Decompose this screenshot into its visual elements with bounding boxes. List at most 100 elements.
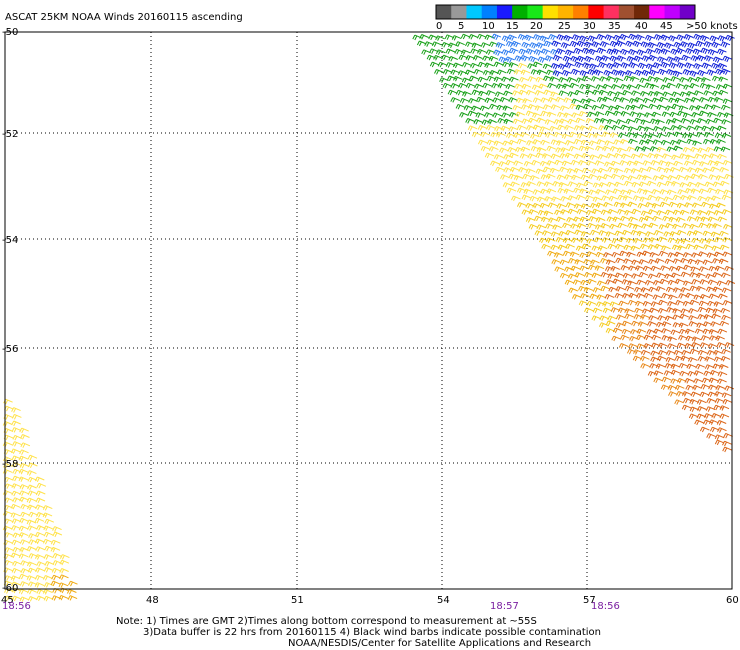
wind-barb xyxy=(486,124,496,131)
wind-barb xyxy=(647,273,658,279)
wind-barb xyxy=(654,258,665,264)
wind-barb xyxy=(521,41,531,49)
wind-barb xyxy=(550,139,561,145)
wind-barb xyxy=(597,245,608,251)
wind-barb xyxy=(633,238,643,244)
wind-barb xyxy=(678,166,689,173)
wind-barb xyxy=(712,308,723,314)
wind-barb xyxy=(34,531,45,538)
wind-barb xyxy=(494,91,505,97)
wind-barb xyxy=(600,257,610,264)
wind-barb xyxy=(555,216,566,223)
wind-barb xyxy=(50,546,61,553)
wind-barb xyxy=(716,125,727,132)
wind-barb xyxy=(651,334,662,341)
wind-barb xyxy=(647,370,658,377)
wind-barb xyxy=(603,252,613,258)
wind-barb xyxy=(714,391,724,397)
wind-barb xyxy=(702,230,713,237)
wind-barb xyxy=(709,335,719,341)
wind-barb xyxy=(722,159,733,166)
wind-barb xyxy=(562,55,573,63)
wind-barb xyxy=(419,34,429,40)
wind-barb xyxy=(714,160,724,167)
wind-barb xyxy=(554,266,564,272)
wind-barb xyxy=(685,292,695,299)
wind-barb xyxy=(716,280,727,287)
wind-barb xyxy=(610,265,620,272)
wind-barb xyxy=(642,189,653,195)
wind-barb xyxy=(635,34,645,41)
wind-barb xyxy=(614,104,625,111)
wind-barb xyxy=(620,48,630,56)
wind-barbs xyxy=(2,33,736,602)
wind-barb xyxy=(559,166,569,173)
wind-barb xyxy=(670,369,681,376)
wind-barb xyxy=(546,145,556,152)
wind-barb xyxy=(685,243,696,250)
wind-barb xyxy=(691,237,701,244)
wind-barb xyxy=(625,118,636,125)
wind-barb xyxy=(703,419,713,426)
wind-barb xyxy=(692,230,703,236)
wind-barb xyxy=(604,266,615,272)
wind-barb xyxy=(636,174,646,180)
wind-barb xyxy=(621,153,631,160)
wind-barb xyxy=(712,286,723,293)
wind-barb xyxy=(596,280,607,286)
wind-barb xyxy=(4,476,14,483)
wind-barb xyxy=(722,300,733,306)
legend-swatch xyxy=(496,5,513,19)
wind-barb xyxy=(606,62,616,70)
wind-barb xyxy=(519,153,530,159)
wind-barb xyxy=(653,153,664,159)
wind-barb xyxy=(658,224,669,230)
wind-barb xyxy=(591,41,602,48)
wind-barb xyxy=(672,308,682,314)
wind-barb xyxy=(569,251,580,257)
wind-barb xyxy=(19,449,29,455)
wind-barb xyxy=(693,90,704,96)
wind-barb xyxy=(653,91,664,97)
wind-barb xyxy=(580,203,591,209)
wind-barb xyxy=(613,152,624,159)
wind-barb xyxy=(723,223,733,230)
wind-barb xyxy=(691,278,702,285)
wind-barb xyxy=(648,90,658,97)
wind-barb xyxy=(507,34,517,41)
wind-barb xyxy=(613,139,623,145)
wind-barb xyxy=(541,153,552,159)
wind-barb xyxy=(501,76,511,83)
wind-barb xyxy=(719,405,730,411)
wind-barb xyxy=(19,581,30,587)
wind-barb xyxy=(642,175,652,181)
wind-barb xyxy=(493,140,504,146)
wind-barb xyxy=(621,279,632,285)
wind-barb xyxy=(686,125,696,132)
wind-barb xyxy=(516,138,527,145)
wind-barb xyxy=(711,245,722,252)
wind-barb xyxy=(708,153,719,159)
wind-barb xyxy=(559,153,569,159)
wind-barb xyxy=(26,519,37,526)
wind-barb xyxy=(611,69,621,76)
wind-barb xyxy=(560,42,571,49)
wind-barb xyxy=(563,97,574,103)
wind-barb xyxy=(707,112,717,118)
wind-barb xyxy=(522,173,533,180)
wind-barb xyxy=(528,209,539,215)
wind-barb xyxy=(605,231,616,237)
wind-barb xyxy=(722,98,733,105)
wind-barb xyxy=(664,258,675,265)
wind-barb xyxy=(35,490,46,497)
wind-barb xyxy=(19,539,30,545)
wind-barb xyxy=(626,348,637,355)
wind-barb xyxy=(707,49,718,56)
wind-barb xyxy=(601,237,612,243)
wind-barb xyxy=(618,236,629,243)
wind-barb xyxy=(566,77,577,83)
wind-barb xyxy=(709,35,720,42)
wind-barb xyxy=(665,105,675,111)
wind-barb xyxy=(686,363,697,370)
wind-barb xyxy=(529,175,540,181)
